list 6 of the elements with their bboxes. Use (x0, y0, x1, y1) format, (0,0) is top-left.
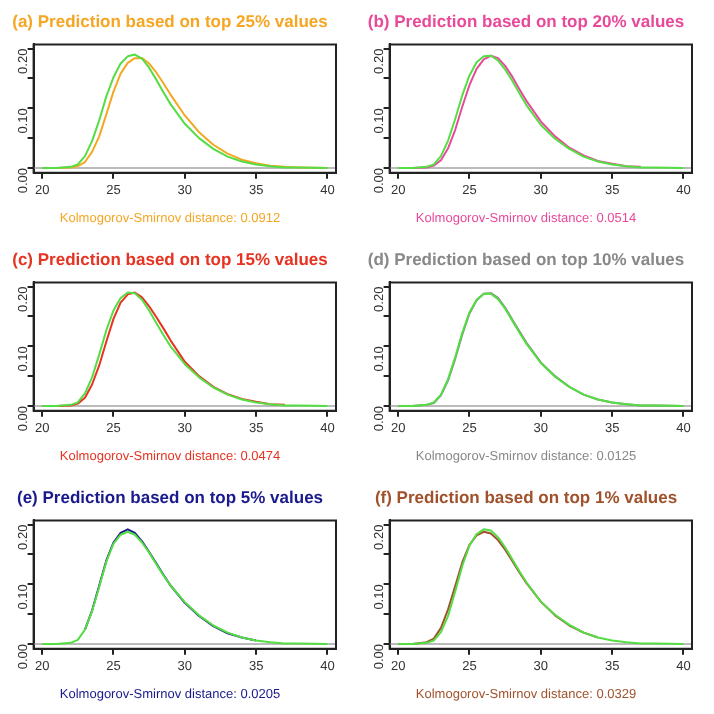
chart-title: (e) Prediction based on top 5% values (16, 486, 324, 507)
chart-title: (a) Prediction based on top 25% values (12, 10, 329, 31)
chart-title: (c) Prediction based on top 15% values (12, 248, 329, 269)
chart-title: (b) Prediction based on top 20% values (367, 10, 685, 31)
chart-title: (f) Prediction based on top 1% values (374, 486, 678, 507)
chart-title: (d) Prediction based on top 10% values (367, 248, 685, 269)
